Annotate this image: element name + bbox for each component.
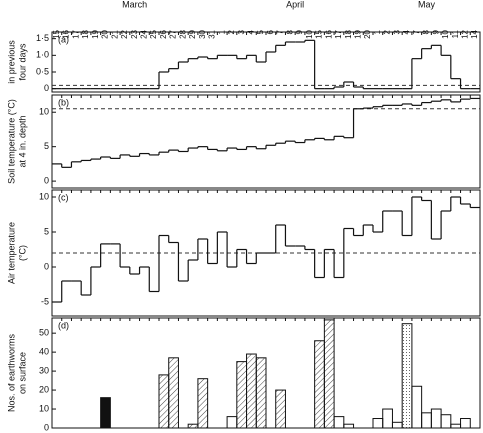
bar	[333, 416, 345, 429]
bar	[226, 416, 238, 429]
y-tick-label: 0	[44, 83, 49, 93]
panel-label: (c)	[58, 192, 69, 202]
y-tick-label: 0	[44, 175, 49, 185]
y-tick-label: 50	[39, 328, 49, 338]
y-tick-label: 10	[39, 107, 49, 117]
date-label: 25	[149, 29, 158, 38]
date-label: 24	[140, 29, 149, 38]
bar	[197, 378, 209, 429]
date-label: 10	[305, 29, 314, 38]
y-tick-label: 0	[44, 422, 49, 432]
date-label: 28	[178, 29, 187, 38]
date-label: 30	[198, 29, 207, 38]
y-axis-label: Soil temperature (°C)	[6, 99, 16, 184]
y-axis-label: four days	[17, 43, 27, 81]
y-tick-label: 40	[39, 347, 49, 357]
y-tick-label: 0·5	[36, 66, 49, 76]
y-axis-label: on surface	[17, 352, 27, 394]
date-label: 19	[354, 29, 363, 38]
y-tick-label: 10	[39, 403, 49, 413]
y-axis-label: in previous	[6, 40, 16, 84]
y-tick-label: 1·5	[36, 33, 49, 43]
date-label: 16	[324, 29, 333, 38]
date-label: 23	[130, 29, 139, 38]
bar	[255, 357, 267, 429]
date-label: 12	[461, 29, 470, 38]
y-axis-label: (°C)	[17, 245, 27, 261]
date-label: 15	[315, 29, 324, 38]
bar	[236, 361, 248, 429]
bar	[100, 397, 111, 429]
bar	[343, 423, 355, 429]
y-axis-label: Air temperature	[6, 222, 16, 284]
y-axis-label: at 4 in. depth	[17, 115, 27, 167]
date-label: 26	[159, 29, 168, 38]
y-tick-label: 20	[39, 384, 49, 394]
month-label: April	[286, 0, 304, 9]
y-axis-label: Nos. of earthworms	[6, 333, 16, 412]
bar	[401, 323, 413, 429]
bar	[187, 423, 199, 429]
bar	[275, 389, 286, 429]
bar	[323, 319, 335, 429]
bar	[421, 412, 432, 429]
bar	[450, 423, 462, 429]
y-tick-label: 5	[44, 141, 49, 151]
date-label: 21	[110, 29, 119, 38]
y-tick-label: -5	[41, 296, 49, 306]
bar	[430, 408, 442, 429]
date-label: 22	[120, 29, 129, 38]
y-tick-label: 0	[44, 261, 49, 271]
bar	[382, 408, 393, 429]
date-label: 27	[169, 29, 178, 38]
y-tick-label: 10	[39, 191, 49, 201]
date-label: 18	[344, 29, 353, 38]
bar	[158, 374, 170, 429]
date-label: 16	[62, 29, 71, 38]
panel-label: (a)	[58, 34, 69, 44]
y-tick-label: 5	[44, 226, 49, 236]
date-label: 20	[101, 29, 110, 38]
y-tick-label: 30	[39, 365, 49, 375]
date-label: 11	[451, 29, 460, 38]
panel-label: (b)	[58, 97, 69, 107]
date-label: 14	[470, 29, 479, 38]
panel-label: (d)	[58, 320, 69, 330]
date-label: 29	[188, 29, 197, 38]
date-label: 17	[334, 29, 343, 38]
bar	[168, 357, 179, 429]
bar	[372, 418, 384, 429]
bar	[411, 385, 423, 429]
bar	[391, 421, 403, 429]
date-label: 10	[441, 29, 450, 38]
date-label: 20	[363, 29, 372, 38]
month-label: May	[418, 0, 436, 9]
bar	[246, 353, 257, 429]
month-label: March	[122, 0, 147, 9]
date-label: 15	[52, 29, 61, 38]
date-label: 31	[208, 29, 217, 38]
date-label: 17	[71, 29, 80, 38]
date-label: 19	[91, 29, 100, 38]
bar	[314, 340, 325, 429]
date-label: 18	[81, 29, 90, 38]
bar	[460, 418, 471, 429]
y-tick-label: 1·0	[36, 50, 49, 60]
bar	[440, 414, 452, 429]
